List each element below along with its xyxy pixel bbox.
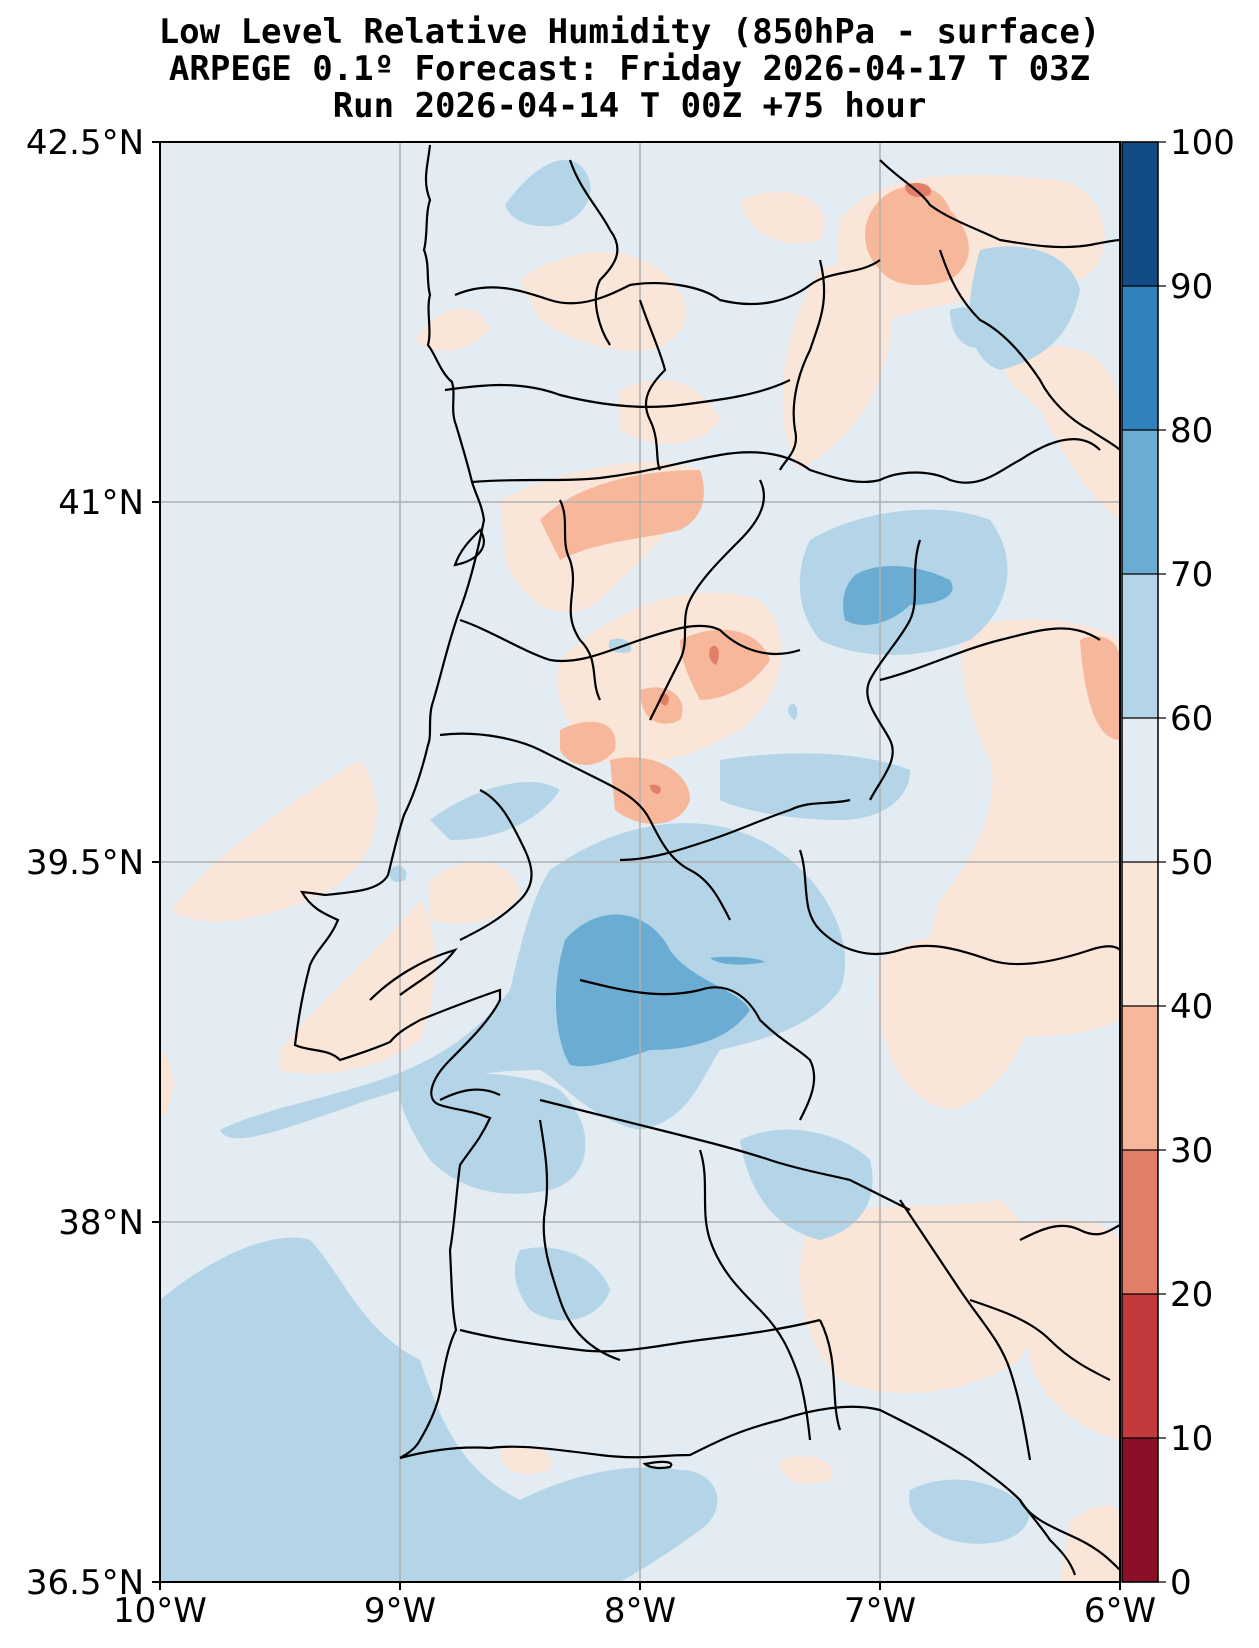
graticule	[160, 142, 1120, 1582]
colorbar-segment	[1122, 862, 1158, 1006]
latitude-axis: 42.5°N 41°N 39.5°N 38°N 36.5°N	[26, 123, 160, 1603]
colorbar-tick-label: 100	[1170, 123, 1235, 163]
colorbar-segment	[1122, 718, 1158, 862]
lat-label: 41°N	[58, 483, 144, 523]
colorbar-tick-label: 30	[1170, 1131, 1213, 1171]
lat-label: 36.5°N	[26, 1563, 144, 1603]
map-title-line-1: Low Level Relative Humidity (850hPa - su…	[158, 12, 1101, 52]
lat-label: 39.5°N	[26, 843, 144, 883]
colorbar-segment	[1122, 1294, 1158, 1438]
lat-label: 42.5°N	[26, 123, 144, 163]
colorbar-segment	[1122, 574, 1158, 718]
map-title-line-2: ARPEGE 0.1º Forecast: Friday 2026-04-17 …	[168, 49, 1091, 89]
colorbar-tick-label: 40	[1170, 987, 1213, 1027]
colorbar-tick-label: 80	[1170, 411, 1213, 451]
lon-label: 10°W	[113, 1591, 207, 1631]
colorbar-segment	[1122, 286, 1158, 430]
rh-60-70-areas	[160, 159, 1080, 1582]
colorbar: 0 10 20 30 40 50 60 70 80 90 100	[1121, 123, 1235, 1603]
colorbar-segment	[1122, 1438, 1158, 1582]
admin-borders	[439, 159, 1120, 1571]
colorbar-tick-label: 60	[1170, 699, 1213, 739]
lon-label: 9°W	[364, 1591, 436, 1631]
colorbar-tick-label: 10	[1170, 1419, 1213, 1459]
colorbar-tick-label: 0	[1170, 1563, 1192, 1603]
colorbar-segment	[1122, 142, 1158, 286]
coastline	[293, 144, 1077, 1576]
colorbar-segment	[1122, 1150, 1158, 1294]
lon-label: 7°W	[844, 1591, 916, 1631]
colorbar-frame	[1121, 141, 1159, 1583]
lat-label: 38°N	[58, 1203, 144, 1243]
rh-70-80-areas	[555, 565, 953, 1067]
lon-label: 6°W	[1084, 1591, 1156, 1631]
colorbar-tick-label: 70	[1170, 555, 1213, 595]
map-title-line-3: Run 2026-04-14 T 00Z +75 hour	[332, 86, 927, 126]
colorbar-tick-label: 20	[1170, 1275, 1213, 1315]
longitude-axis: 10°W 9°W 8°W 7°W 6°W	[113, 1582, 1156, 1631]
colorbar-tick-label: 90	[1170, 267, 1213, 307]
colorbar-segment	[1122, 430, 1158, 574]
lon-label: 8°W	[604, 1591, 676, 1631]
colorbar-tick-label: 50	[1170, 843, 1213, 883]
colorbar-segment	[1122, 1006, 1158, 1150]
